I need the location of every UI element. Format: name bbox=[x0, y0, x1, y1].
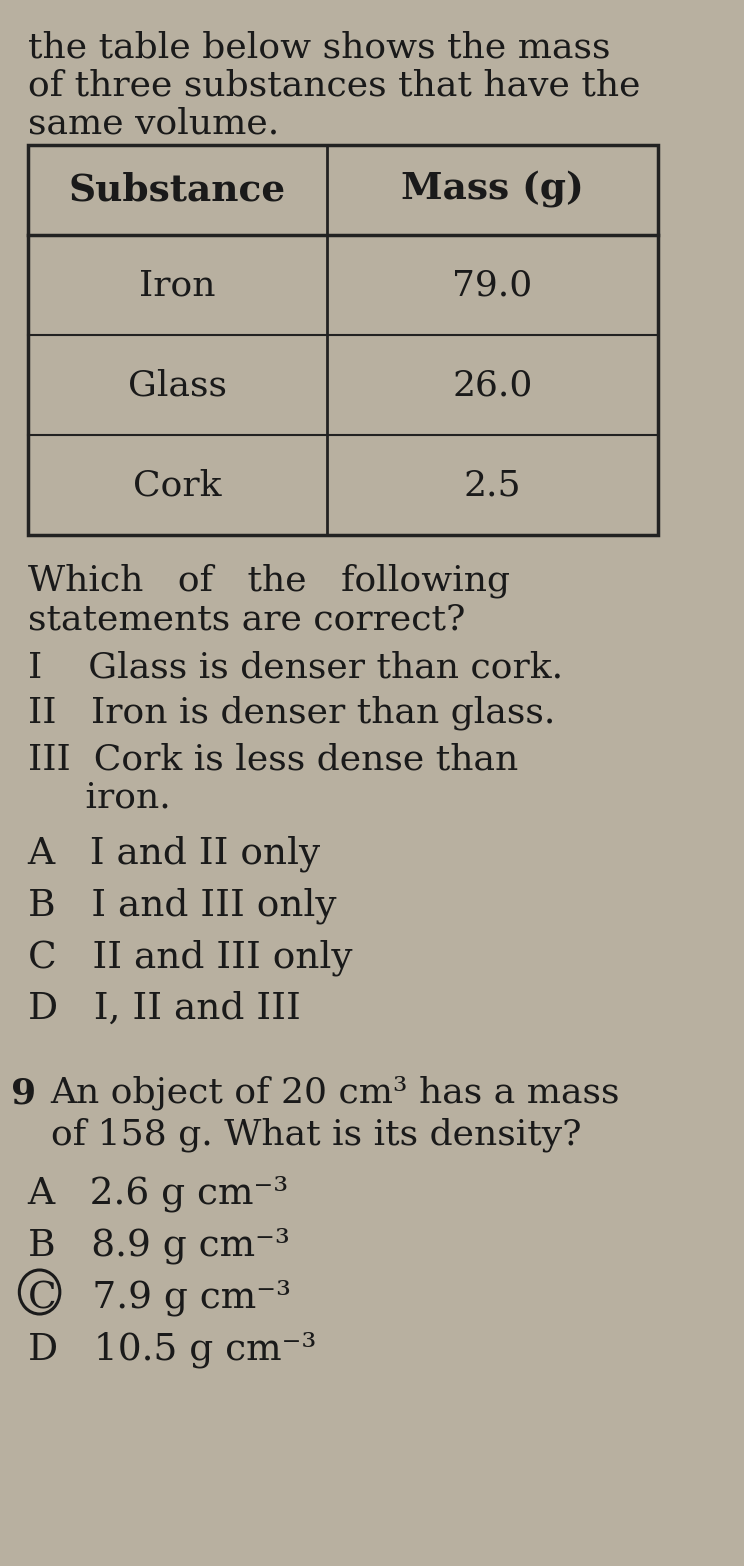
Text: I    Glass is denser than cork.: I Glass is denser than cork. bbox=[28, 650, 562, 684]
Text: Glass: Glass bbox=[128, 368, 227, 402]
Text: An object of 20 cm³ has a mass: An object of 20 cm³ has a mass bbox=[51, 1076, 620, 1110]
Text: of three substances that have the: of three substances that have the bbox=[28, 67, 640, 102]
Text: B   I and III only: B I and III only bbox=[28, 886, 336, 924]
Text: Which   of   the   following: Which of the following bbox=[28, 564, 510, 598]
Text: iron.: iron. bbox=[28, 780, 170, 814]
Text: C   II and III only: C II and III only bbox=[28, 940, 352, 976]
Text: C   7.9 g cm⁻³: C 7.9 g cm⁻³ bbox=[28, 1279, 291, 1317]
Text: III  Cork is less dense than: III Cork is less dense than bbox=[28, 742, 518, 777]
Text: Cork: Cork bbox=[133, 468, 222, 503]
Text: A   I and II only: A I and II only bbox=[28, 835, 321, 872]
Text: 2.5: 2.5 bbox=[464, 468, 522, 503]
Text: B   8.9 g cm⁻³: B 8.9 g cm⁻³ bbox=[28, 1228, 289, 1264]
Text: Substance: Substance bbox=[68, 172, 286, 208]
Text: 26.0: 26.0 bbox=[452, 368, 533, 402]
Bar bbox=[28, 146, 658, 536]
Text: 9: 9 bbox=[11, 1076, 36, 1110]
Text: 79.0: 79.0 bbox=[452, 268, 533, 302]
Text: statements are correct?: statements are correct? bbox=[28, 603, 465, 637]
Text: Iron: Iron bbox=[139, 268, 216, 302]
Text: same volume.: same volume. bbox=[28, 106, 279, 139]
Text: of 158 g. What is its density?: of 158 g. What is its density? bbox=[51, 1118, 581, 1153]
Text: A   2.6 g cm⁻³: A 2.6 g cm⁻³ bbox=[28, 1176, 289, 1212]
Text: II   Iron is denser than glass.: II Iron is denser than glass. bbox=[28, 695, 555, 730]
Text: D   10.5 g cm⁻³: D 10.5 g cm⁻³ bbox=[28, 1333, 316, 1369]
Text: D   I, II and III: D I, II and III bbox=[28, 991, 301, 1027]
Text: the table below shows the mass: the table below shows the mass bbox=[28, 30, 610, 64]
Text: Mass (g): Mass (g) bbox=[401, 172, 584, 208]
